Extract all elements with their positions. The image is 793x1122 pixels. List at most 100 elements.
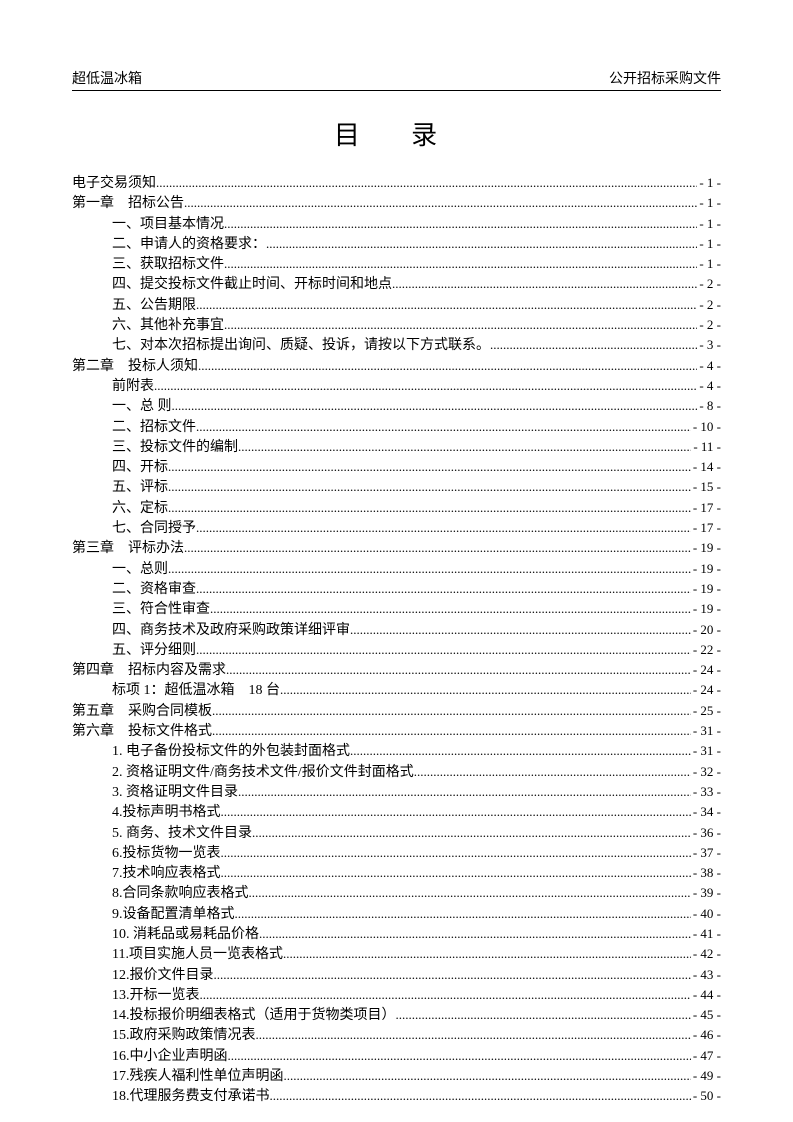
toc-label: 二、招标文件 [112, 418, 196, 438]
toc-label: 第六章 投标文件格式 [72, 722, 212, 742]
toc-dots [184, 194, 697, 213]
toc-label: 七、合同授予 [112, 519, 196, 539]
toc-page: - 4 - [697, 377, 721, 396]
toc-page: - 36 - [691, 824, 721, 843]
toc-dots [221, 803, 691, 822]
page-header: 超低温冰箱 公开招标采购文件 [72, 68, 721, 91]
toc-dots [350, 742, 691, 761]
header-left: 超低温冰箱 [72, 68, 142, 88]
toc-line: 二、资格审查- 19 - [72, 580, 721, 600]
toc-line: 四、商务技术及政府采购政策详细评审- 20 - [72, 621, 721, 641]
toc-label: 7.技术响应表格式 [112, 864, 221, 884]
toc-page: - 49 - [691, 1067, 721, 1086]
toc-dots [168, 458, 691, 477]
toc-dots [196, 296, 697, 315]
toc-page: - 4 - [697, 357, 721, 376]
toc-dots [196, 418, 691, 437]
toc-page: - 37 - [691, 844, 721, 863]
toc-page: - 40 - [691, 905, 721, 924]
toc-dots [249, 884, 691, 903]
toc-page: - 1 - [697, 255, 721, 274]
toc-label: 8.合同条款响应表格式 [112, 884, 249, 904]
toc-dots [168, 499, 691, 518]
toc-line: 七、对本次招标提出询问、质疑、投诉，请按以下方式联系。- 3 - [72, 336, 721, 356]
toc-label: 17.残疾人福利性单位声明函 [112, 1067, 284, 1087]
toc-line: 前附表- 4 - [72, 377, 721, 397]
toc-page: - 41 - [691, 925, 721, 944]
toc-page: - 34 - [691, 803, 721, 822]
toc-page: - 47 - [691, 1047, 721, 1066]
toc-label: 2. 资格证明文件/商务技术文件/报价文件封面格式 [112, 763, 414, 783]
toc-label: 11.项目实施人员一览表格式 [112, 945, 283, 965]
toc-line: 4.投标声明书格式- 34 - [72, 803, 721, 823]
toc-label: 第三章 评标办法 [72, 539, 184, 559]
toc-dots [396, 1006, 691, 1025]
toc-page: - 43 - [691, 966, 721, 985]
toc-label: 3. 资格证明文件目录 [112, 783, 238, 803]
toc-page: - 1 - [697, 174, 721, 193]
toc-line: 五、公告期限- 2 - [72, 296, 721, 316]
toc-label: 五、评分细则 [112, 641, 196, 661]
toc-page: - 10 - [691, 418, 721, 437]
toc-page: - 42 - [691, 945, 721, 964]
toc-label: 第一章 招标公告 [72, 194, 184, 214]
toc-line: 2. 资格证明文件/商务技术文件/报价文件封面格式 - 32 - [72, 763, 721, 783]
toc-page: - 17 - [691, 519, 721, 538]
toc-page: - 2 - [697, 296, 721, 315]
toc-line: 15.政府采购政策情况表- 46 - [72, 1026, 721, 1046]
toc-dots [210, 600, 691, 619]
toc-line: 一、项目基本情况 - 1 - [72, 215, 721, 235]
toc-line: 六、其他补充事宜- 2 - [72, 316, 721, 336]
toc-dots [224, 215, 697, 234]
toc-label: 二、资格审查 [112, 580, 196, 600]
toc-page: - 15 - [691, 478, 721, 497]
toc-page: - 14 - [691, 458, 721, 477]
toc-page: - 45 - [691, 1006, 721, 1025]
toc-page: - 8 - [697, 397, 721, 416]
toc-page: - 31 - [691, 742, 721, 761]
toc-line: 12.报价文件目录- 43 - [72, 966, 721, 986]
toc-label: 第四章 招标内容及需求 [72, 661, 226, 681]
toc-line: 11.项目实施人员一览表格式 - 42 - [72, 945, 721, 965]
toc-line: 18.代理服务费支付承诺书- 50 - [72, 1087, 721, 1107]
toc-line: 一、总 则 - 8 - [72, 397, 721, 417]
toc-label: 一、总则 [112, 560, 168, 580]
toc-label: 三、符合性审查 [112, 600, 210, 620]
toc-label: 电子交易须知 [72, 174, 156, 194]
toc-dots [414, 763, 691, 782]
toc-line: 四、开标 - 14 - [72, 458, 721, 478]
toc-line: 第一章 招标公告- 1 - [72, 194, 721, 214]
toc-page: - 1 - [697, 235, 721, 254]
toc-dots [266, 235, 697, 254]
toc-page: - 19 - [691, 600, 721, 619]
toc-line: 五、评标- 15 - [72, 478, 721, 498]
toc-label: 一、项目基本情况 [112, 215, 224, 235]
toc-dots [184, 539, 691, 558]
toc-label: 一、总 则 [112, 397, 172, 417]
toc-page: - 24 - [691, 681, 721, 700]
table-of-contents: 电子交易须知- 1 -第一章 招标公告- 1 -一、项目基本情况- 1 -二、申… [72, 174, 721, 1108]
toc-dots [238, 783, 691, 802]
toc-dots [252, 824, 691, 843]
toc-line: 标项 1：超低温冰箱 18 台- 24 - [72, 681, 721, 701]
toc-page: - 50 - [691, 1087, 721, 1106]
toc-dots [172, 397, 698, 416]
toc-dots [198, 357, 697, 376]
toc-page: - 1 - [697, 215, 721, 234]
toc-dots [168, 478, 691, 497]
toc-line: 8.合同条款响应表格式 - 39 - [72, 884, 721, 904]
toc-line: 电子交易须知 - 1 - [72, 174, 721, 194]
toc-dots [280, 681, 691, 700]
toc-label: 6.投标货物一览表 [112, 844, 221, 864]
toc-page: - 32 - [691, 763, 721, 782]
toc-label: 四、开标 [112, 458, 168, 478]
toc-dots [212, 722, 691, 741]
toc-line: 七、合同授予 - 17 - [72, 519, 721, 539]
toc-line: 10. 消耗品或易耗品价格- 41 - [72, 925, 721, 945]
toc-dots [168, 560, 691, 579]
toc-label: 第二章 投标人须知 [72, 357, 198, 377]
toc-page: - 31 - [691, 722, 721, 741]
toc-dots [256, 1026, 691, 1045]
toc-dots [350, 621, 691, 640]
toc-page: - 39 - [691, 884, 721, 903]
